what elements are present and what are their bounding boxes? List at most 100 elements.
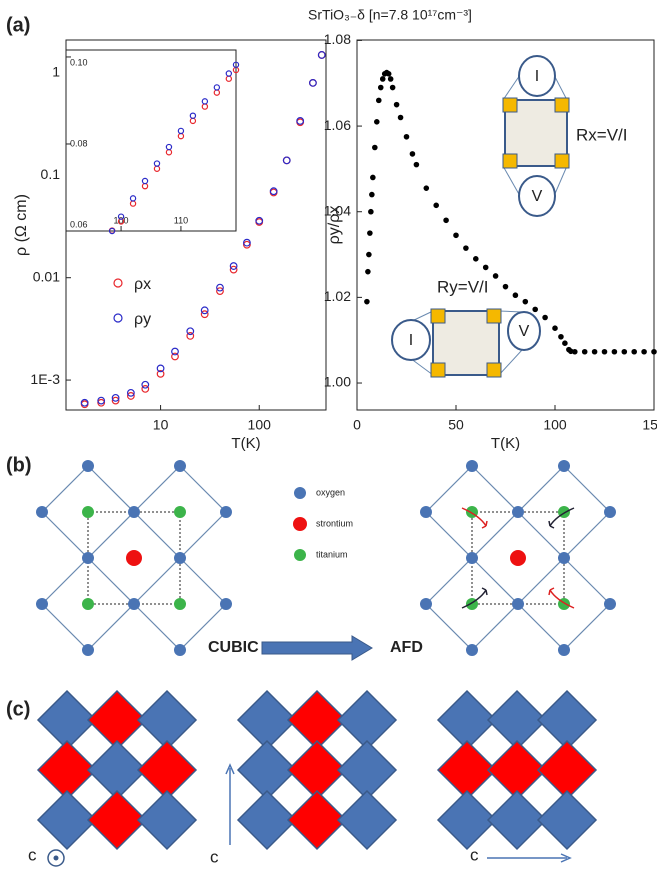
y-tick-label: 0.01: [33, 268, 60, 284]
data-point: [200, 310, 209, 319]
x-tick-label: 100: [114, 215, 129, 225]
oxygen-atom: [82, 644, 94, 656]
data-point: [296, 117, 305, 125]
data-point: [117, 213, 125, 220]
meter-label: I: [535, 68, 539, 85]
rotation-arrow: [481, 587, 488, 596]
data-point: [463, 245, 469, 251]
data-point: [542, 314, 548, 321]
transition-arrow: [261, 635, 373, 661]
plot-frame: [356, 39, 655, 411]
oxygen-atom: [82, 552, 94, 564]
data-point: [153, 160, 161, 167]
data-point: [532, 306, 539, 313]
octahedron-tile: [136, 789, 198, 851]
contact-diagrams: I V Rx=V/I I V Ry=V/I: [391, 55, 628, 378]
data-point: [373, 118, 380, 125]
data-point: [232, 61, 240, 68]
data-point: [365, 268, 371, 275]
oxygen-atom: [512, 598, 524, 610]
x-tick-label: 50: [448, 417, 464, 433]
data-point: [80, 398, 89, 407]
data-point: [393, 101, 400, 108]
data-point: [601, 348, 608, 355]
oxygen-atom: [36, 598, 48, 610]
rotation-arrow: [549, 507, 575, 527]
y-tick-label: 1.04: [324, 202, 351, 218]
oxygen-atom: [128, 598, 140, 610]
wire: [502, 74, 521, 101]
octahedron-tile: [236, 789, 298, 851]
data-point: [229, 265, 238, 274]
data-point: [141, 384, 150, 393]
data-point: [492, 273, 499, 279]
resistance-label: Rx=V/I: [576, 125, 628, 144]
data-point: [512, 292, 519, 299]
data-point: [369, 191, 375, 198]
oxygen-atom: [604, 506, 616, 518]
legend-label: ρy: [134, 311, 151, 328]
data-point: [177, 127, 185, 135]
panel-label: (b): [6, 454, 32, 476]
data-point: [189, 112, 197, 119]
plot-frame: [65, 49, 237, 232]
oxygen-atom: [558, 552, 570, 564]
octahedron-tile: [536, 789, 598, 851]
data-point: [443, 217, 449, 224]
y-tick-label: 0.08: [70, 138, 88, 148]
octahedron-tile: [286, 789, 348, 851]
oxygen-atom: [36, 506, 48, 518]
y-axis-title: ρ (Ω cm): [13, 194, 30, 256]
data-point: [108, 227, 116, 235]
x-axis-title: T(K): [231, 435, 260, 452]
legend-marker: [113, 313, 123, 323]
x-tick-label: 150: [642, 417, 657, 433]
axis-out-of-plane: [53, 855, 59, 861]
x-tick-label: 100: [543, 417, 567, 433]
oxygen-atom: [220, 506, 232, 518]
legend-label: oxygen: [316, 487, 345, 497]
titanium-atom: [174, 506, 186, 518]
data-point: [225, 70, 233, 77]
data-point: [375, 97, 382, 104]
data-point: [186, 327, 195, 336]
lattice: [420, 460, 616, 656]
data-point: [186, 332, 195, 340]
oxygen-atom: [512, 506, 524, 518]
data-point: [413, 161, 420, 168]
oxygen-atom: [604, 598, 616, 610]
contact-pad: [554, 97, 570, 113]
meter-label: V: [519, 323, 530, 340]
axis-label: c: [28, 845, 37, 864]
oxygen-atom: [174, 460, 186, 472]
octahedron-tile: [486, 789, 548, 851]
data-point: [141, 380, 150, 389]
data-point: [558, 333, 564, 340]
rotation-arrow: [481, 520, 488, 529]
oxygen-atom: [466, 552, 478, 564]
meter: [518, 175, 556, 217]
contact-pad: [430, 308, 446, 324]
data-point: [387, 76, 394, 82]
data-point: [385, 71, 392, 77]
y-tick-label: 1.08: [324, 31, 351, 47]
data-point: [581, 348, 588, 355]
data-point: [200, 306, 209, 315]
data-point: [591, 348, 598, 355]
x-axis-title: T(K): [491, 435, 520, 452]
wire: [498, 349, 523, 376]
contact-pad: [502, 97, 518, 113]
axis-out-of-plane: [47, 849, 65, 867]
chart: 10 100 1E-3 0.01 0.1 1 T(K) ρ (Ω cm) ρx ρy: [13, 39, 327, 452]
data-point: [111, 396, 120, 405]
data-point: [651, 348, 657, 355]
data-point: [522, 298, 529, 305]
data-point: [611, 348, 618, 355]
oxygen-atom: [174, 644, 186, 656]
data-point: [433, 202, 440, 209]
chart: 100 110 0.06 0.08 0.10: [65, 49, 240, 235]
data-point: [111, 393, 120, 402]
data-point: [201, 98, 209, 105]
data-point: [423, 185, 430, 191]
axis-label: c: [470, 845, 479, 864]
